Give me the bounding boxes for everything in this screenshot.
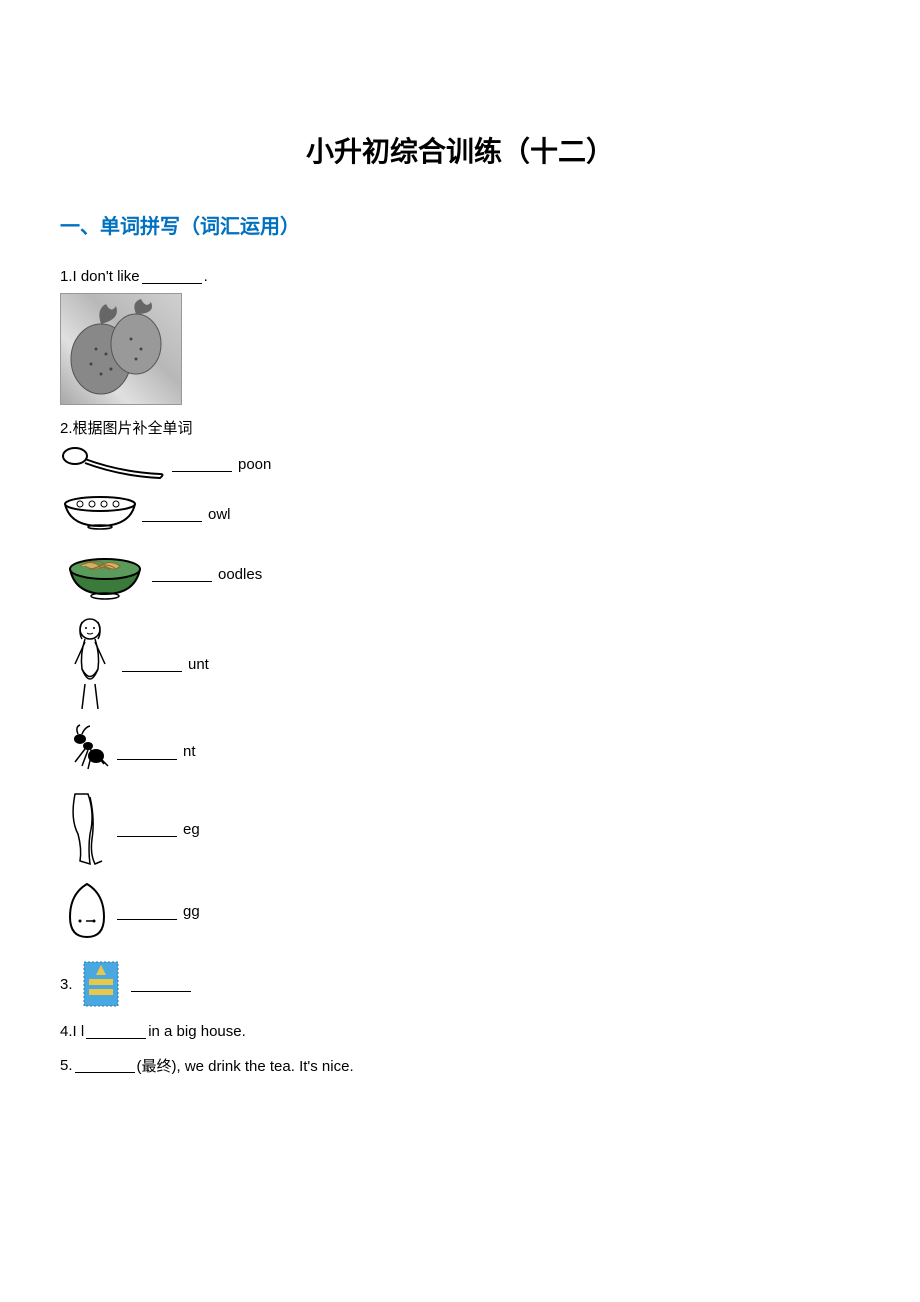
q3-prefix: 3. [60, 976, 73, 993]
q2-noodles-blank[interactable] [152, 566, 212, 582]
question-4: 4.I l in a big house. [60, 1019, 860, 1043]
q2-noodles-suffix: oodles [218, 566, 262, 583]
noodles-icon [60, 544, 150, 604]
leg-icon [60, 789, 115, 869]
q2-aunt-suffix: unt [188, 656, 209, 673]
q1-blank[interactable] [142, 268, 202, 284]
q2-item-leg: eg [60, 789, 860, 869]
q5-blank[interactable] [75, 1057, 135, 1073]
q2-item-ant: nt [60, 724, 860, 779]
bowl-icon [60, 494, 140, 534]
q4-suffix: in a big house. [148, 1023, 246, 1040]
page-title: 小升初综合训练（十二） [60, 130, 860, 170]
q1-image-row [60, 293, 860, 405]
q1-suffix: . [204, 268, 208, 285]
strawberry-icon [60, 293, 182, 405]
q1-prefix: 1.I don't like [60, 268, 140, 285]
q3-blank[interactable] [131, 976, 191, 992]
q2-aunt-blank[interactable] [122, 656, 182, 672]
q2-spoon-blank[interactable] [172, 456, 232, 472]
q4-blank[interactable] [86, 1023, 146, 1039]
q4-prefix: 4.I l [60, 1023, 84, 1040]
q2-item-noodles: oodles [60, 544, 860, 604]
q2-leg-blank[interactable] [117, 821, 177, 837]
q2-bowl-blank[interactable] [142, 506, 202, 522]
q2-bowl-suffix: owl [208, 506, 231, 523]
egg-icon [60, 879, 115, 944]
q2-egg-blank[interactable] [117, 904, 177, 920]
q2-text: 2.根据图片补全单词 [60, 417, 193, 438]
q2-spoon-suffix: poon [238, 456, 271, 473]
q2-item-spoon: poon [60, 444, 860, 484]
aunt-icon [60, 614, 120, 714]
q2-item-egg: gg [60, 879, 860, 944]
q2-ant-suffix: nt [183, 743, 196, 760]
q2-egg-suffix: gg [183, 903, 200, 920]
spoon-icon [60, 444, 170, 484]
q5-hint: (最终), we drink the tea. It's nice. [137, 1055, 354, 1076]
q2-item-aunt: unt [60, 614, 860, 714]
stamp-icon [81, 959, 121, 1009]
question-2-header: 2.根据图片补全单词 [60, 415, 860, 439]
question-5: 5. (最终), we drink the tea. It's nice. [60, 1053, 860, 1077]
section-1-header: 一、单词拼写（词汇运用） [60, 210, 860, 239]
q5-prefix: 5. [60, 1057, 73, 1074]
q2-ant-blank[interactable] [117, 744, 177, 760]
question-1: 1.I don't like . [60, 264, 860, 288]
q2-item-bowl: owl [60, 494, 860, 534]
question-3: 3. [60, 959, 860, 1009]
ant-icon [60, 724, 115, 779]
q2-leg-suffix: eg [183, 821, 200, 838]
worksheet-page: 小升初综合训练（十二） 一、单词拼写（词汇运用） 1.I don't like … [0, 0, 920, 1142]
